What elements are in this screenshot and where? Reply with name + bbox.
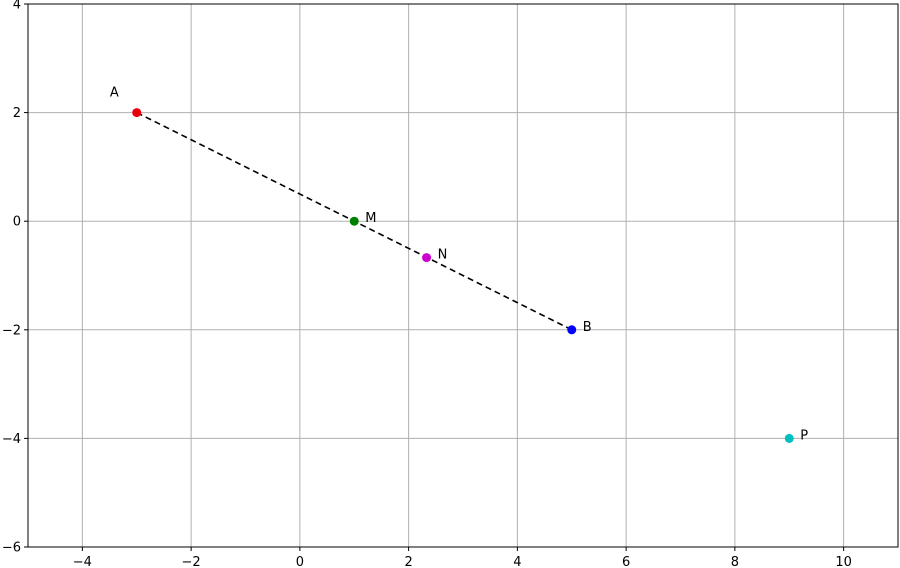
y-tick-label: 4: [13, 0, 21, 13]
point-m: [349, 216, 359, 226]
y-tick-label: −6: [2, 541, 21, 556]
point-label-p: P: [800, 428, 808, 443]
point-labels: A M N B P: [110, 86, 808, 444]
x-tick-label: 4: [513, 555, 521, 568]
x-tick-label: 2: [404, 555, 412, 568]
point-label-m: M: [365, 211, 376, 226]
point-p: [784, 433, 794, 443]
plot-frame: [27, 3, 899, 548]
point-label-n: N: [438, 248, 448, 263]
y-tick-label: 0: [13, 215, 21, 230]
x-tick-label: −4: [73, 555, 92, 568]
x-tick-label: −2: [182, 555, 201, 568]
point-b: [567, 325, 577, 335]
point-label-b: B: [583, 320, 592, 335]
y-tick-label: 2: [13, 106, 21, 121]
points: [132, 108, 794, 443]
point-label-a: A: [110, 86, 119, 101]
point-n: [422, 253, 432, 263]
y-tick-label: −2: [2, 323, 21, 338]
x-tick-label: 10: [835, 555, 852, 568]
x-tick-label: 6: [622, 555, 630, 568]
point-a: [132, 108, 142, 118]
x-tick-label: 8: [731, 555, 739, 568]
ticks: −4 −2 0 2 4 6 8 10 −6 −4 −2 0 2 4: [2, 0, 852, 568]
y-tick-label: −4: [2, 432, 21, 447]
x-tick-label: 0: [296, 555, 304, 568]
